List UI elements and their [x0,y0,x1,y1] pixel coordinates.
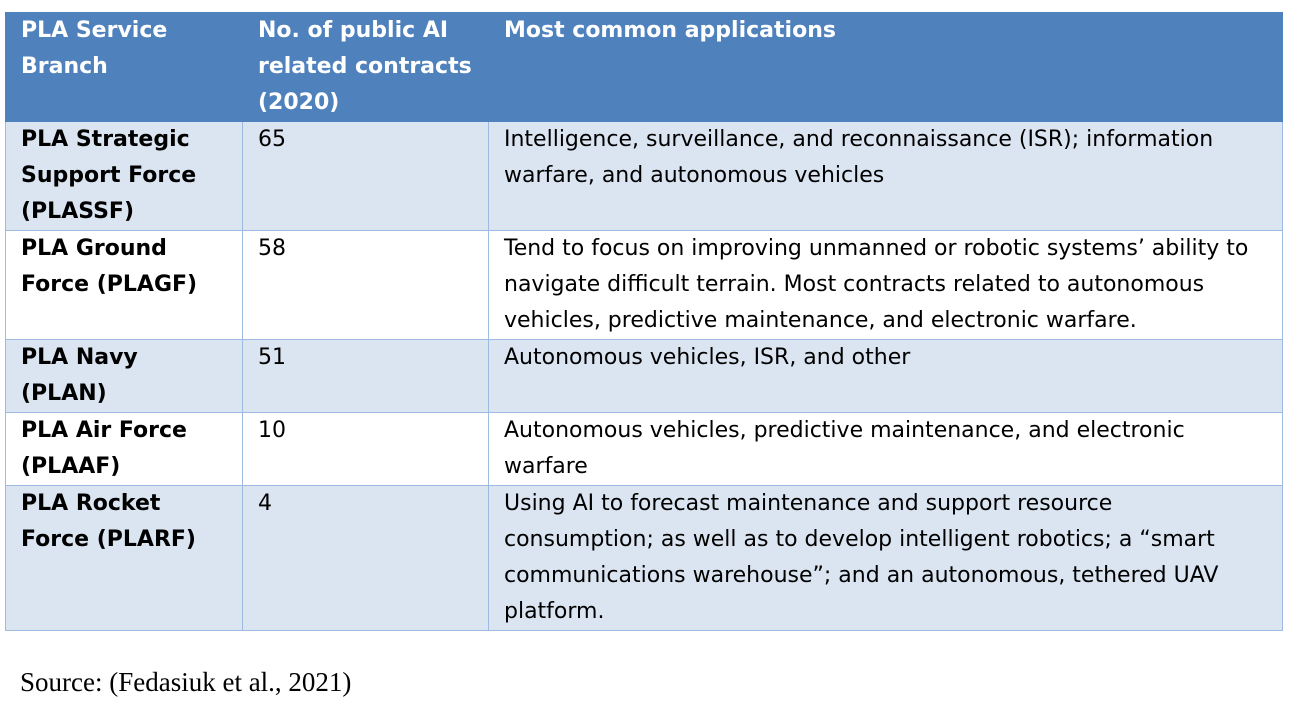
table-row: PLA Ground Force (PLAGF) 58 Tend to focu… [5,230,1283,340]
row-branch: PLA Rocket Force (PLARF) [5,485,243,631]
row-applications: Intelligence, surveillance, and reconnai… [488,121,1283,231]
row-contracts: 65 [242,121,489,231]
table-row: PLA Strategic Support Force (PLASSF) 65 … [5,121,1283,231]
row-contracts: 10 [242,412,489,486]
header-contracts: No. of public AI related contracts (2020… [242,12,489,122]
header-applications: Most common applications [488,12,1283,122]
row-branch: PLA Air Force (PLAAF) [5,412,243,486]
row-applications: Autonomous vehicles, predictive maintena… [488,412,1283,486]
table-row: PLA Air Force (PLAAF) 10 Autonomous vehi… [5,412,1283,486]
row-contracts: 58 [242,230,489,340]
table-row: PLA Navy (PLAN) 51 Autonomous vehicles, … [5,339,1283,413]
row-branch: PLA Navy (PLAN) [5,339,243,413]
table-row: PLA Rocket Force (PLARF) 4 Using AI to f… [5,485,1283,631]
pla-ai-contracts-table: PLA Service Branch No. of public AI rela… [5,12,1283,631]
row-contracts: 4 [242,485,489,631]
row-branch: PLA Ground Force (PLAGF) [5,230,243,340]
row-branch: PLA Strategic Support Force (PLASSF) [5,121,243,231]
table-header-row: PLA Service Branch No. of public AI rela… [5,12,1283,122]
row-applications: Tend to focus on improving unmanned or r… [488,230,1283,340]
row-contracts: 51 [242,339,489,413]
header-branch: PLA Service Branch [5,12,243,122]
source-citation: Source: (Fedasiuk et al., 2021) [20,667,352,697]
row-applications: Using AI to forecast maintenance and sup… [488,485,1283,631]
row-applications: Autonomous vehicles, ISR, and other [488,339,1283,413]
